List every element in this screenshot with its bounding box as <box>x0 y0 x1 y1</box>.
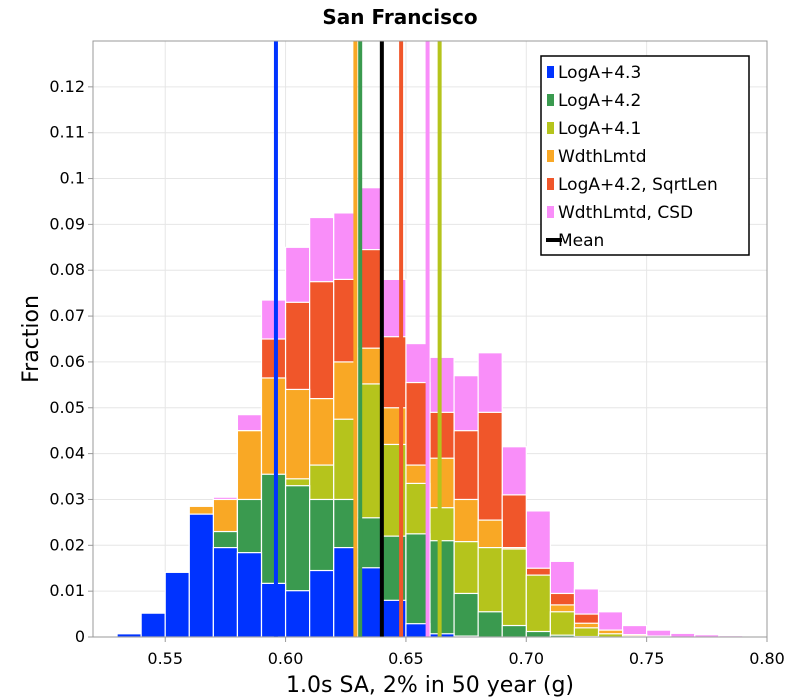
histogram-bar <box>670 632 696 638</box>
y-tick-label: 0.05 <box>49 398 85 417</box>
y-tick-label: 0 <box>75 627 85 646</box>
x-tick-label: 0.55 <box>147 649 183 668</box>
legend-swatch <box>547 206 554 218</box>
y-tick-label: 0.04 <box>49 444 85 463</box>
y-tick-label: 0.07 <box>49 306 85 325</box>
x-tick-label: 0.80 <box>749 649 785 668</box>
y-axis-label: Fraction <box>19 295 44 383</box>
histogram-bar <box>284 590 311 638</box>
legend-swatch <box>547 178 554 190</box>
legend-swatch <box>547 122 554 134</box>
histogram-bar <box>236 552 263 638</box>
legend-label: Mean <box>558 231 604 251</box>
y-axis-ticks: 0 0.01 0.02 0.03 0.04 0.05 0.06 0.07 0.08 0.09 0.1… <box>49 77 93 646</box>
legend-box <box>540 55 750 256</box>
histogram-bar <box>501 548 527 638</box>
histogram-bar <box>525 574 551 638</box>
histogram-bar <box>429 540 455 638</box>
legend-label: LogA+4.3 <box>558 63 641 83</box>
legend-label: WdthLmtd, CSD <box>558 203 693 223</box>
plot-frame <box>92 40 768 638</box>
histogram-bar <box>453 592 479 638</box>
histogram-bar <box>212 546 239 638</box>
legend-label: WdthLmtd <box>558 147 647 167</box>
histogram-bar <box>260 582 287 638</box>
legend-label: LogA+4.2 <box>558 91 641 111</box>
histogram-bar <box>477 611 503 638</box>
y-tick-label: 0.1 <box>60 169 85 188</box>
y-tick-label: 0.09 <box>49 214 85 233</box>
y-tick-label: 0.11 <box>49 123 85 142</box>
legend-label: LogA+4.2, SqrtLen <box>558 175 718 195</box>
histogram-bar <box>164 571 190 638</box>
legend-label: LogA+4.1 <box>558 119 641 139</box>
legend-swatch <box>547 150 554 162</box>
x-tick-label: 0.65 <box>388 649 424 668</box>
histogram-bar <box>525 630 551 638</box>
histogram-bar <box>188 513 214 638</box>
chart-title: San Francisco <box>322 5 477 29</box>
x-axis-ticks: 0.55 0.60 0.65 0.70 0.75 0.80 <box>147 637 785 668</box>
legend-swatch <box>547 66 554 78</box>
legend: LogA+4.3 LogA+4.2 LogA+4.1 WdthLmtd LogA+4.2… <box>540 55 750 256</box>
y-tick-label: 0.06 <box>49 352 85 371</box>
histogram-bar <box>140 612 166 638</box>
y-tick-label: 0.02 <box>49 535 85 554</box>
y-tick-label: 0.03 <box>49 489 85 508</box>
y-tick-label: 0.12 <box>49 77 85 96</box>
histogram-bar <box>501 624 527 638</box>
x-tick-label: 0.75 <box>629 649 665 668</box>
histogram-bar <box>573 627 600 638</box>
x-axis-label: 1.0s SA, 2% in 50 year (g) <box>286 673 574 698</box>
legend-swatch <box>547 94 554 106</box>
y-tick-label: 0.08 <box>49 260 85 279</box>
histogram-bar <box>309 569 335 638</box>
x-tick-label: 0.60 <box>268 649 304 668</box>
y-tick-label: 0.01 <box>49 581 85 600</box>
x-tick-label: 0.70 <box>508 649 544 668</box>
histogram-bar <box>549 611 576 638</box>
mean-lines <box>273 41 442 637</box>
histogram-bars <box>92 187 768 638</box>
